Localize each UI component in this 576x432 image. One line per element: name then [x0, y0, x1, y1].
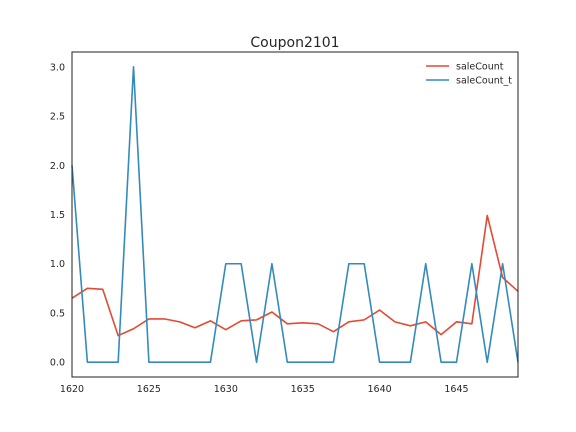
chart-title: Coupon2101 [250, 35, 339, 51]
y-tick-label: 2.0 [50, 161, 65, 172]
plot-area [71, 65, 519, 364]
y-axis: 0.0 0.5 1.0 1.5 2.0 2.5 3.0 [50, 62, 65, 368]
x-tick-label: 1635 [291, 384, 315, 395]
x-tick-label: 1625 [137, 384, 161, 395]
legend-label-saleCount_t: saleCount_t [456, 76, 512, 87]
y-tick-label: 0.5 [50, 308, 65, 319]
y-tick-label: 2.5 [50, 112, 65, 123]
legend: saleCount saleCount_t [426, 62, 512, 87]
series-line-saleCount_t [71, 65, 519, 364]
x-tick-label: 1640 [367, 384, 391, 395]
y-tick-label: 1.0 [50, 259, 65, 270]
legend-label-saleCount: saleCount [456, 62, 504, 73]
y-tick-label: 1.5 [50, 210, 65, 221]
y-tick-label: 3.0 [50, 62, 65, 73]
x-tick-label: 1620 [60, 384, 84, 395]
x-axis: 1620 1625 1630 1635 1640 1645 [60, 384, 469, 395]
x-tick-label: 1630 [214, 384, 238, 395]
series-line-saleCount [71, 214, 519, 337]
axes-frame [71, 51, 519, 378]
x-tick-label: 1645 [444, 384, 468, 395]
y-tick-label: 0.0 [50, 358, 65, 369]
